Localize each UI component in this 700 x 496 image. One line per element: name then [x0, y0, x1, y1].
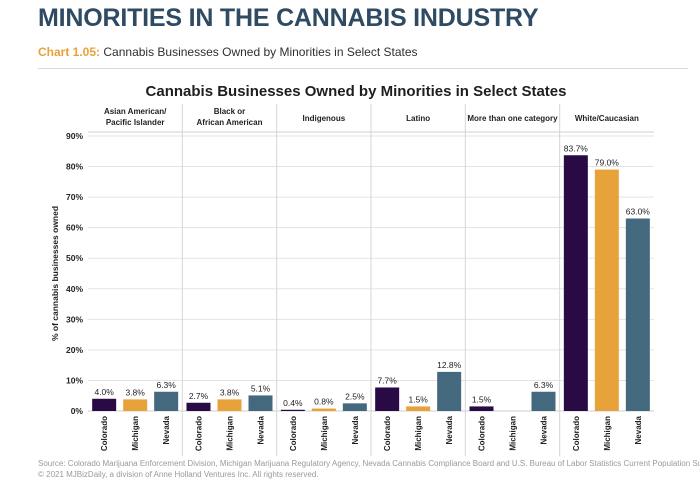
y-tick-label: 60% [66, 223, 83, 233]
bar-nevada [342, 403, 367, 411]
data-label: 4.0% [94, 387, 114, 397]
bar-chart: Cannabis Businesses Owned by Minorities … [50, 83, 654, 456]
page-title: MINORITIES IN THE CANNABIS INDUSTRY [38, 4, 539, 32]
data-label: 2.5% [345, 391, 365, 401]
group-label: More than one category [467, 114, 558, 123]
group-label-line: Latino [406, 114, 430, 123]
data-label: 83.7% [564, 143, 589, 153]
group-label-line: More than one category [467, 114, 558, 123]
group-label: Latino [406, 114, 430, 123]
data-label: 12.8% [437, 360, 462, 370]
y-tick-label: 20% [66, 345, 83, 355]
x-tick-label: Nevada [445, 415, 454, 444]
x-tick-label: Nevada [634, 415, 643, 444]
group-label: Indigenous [302, 114, 345, 123]
x-tick-label: Nevada [351, 415, 360, 444]
x-tick-label: Michigan [414, 416, 423, 451]
data-label: 79.0% [595, 158, 620, 168]
y-tick-label: 50% [66, 253, 83, 263]
group-label-line: Black or [214, 107, 246, 116]
data-label: 7.7% [377, 375, 397, 385]
data-label: 5.1% [251, 383, 271, 393]
bar-nevada [248, 395, 273, 411]
bar-michigan [311, 408, 336, 411]
x-tick-label: Colorado [572, 416, 581, 451]
y-tick-label: 10% [66, 375, 83, 385]
bar-colorado [469, 406, 494, 411]
data-label: 63.0% [626, 207, 651, 217]
data-label: 0.8% [314, 397, 334, 407]
copyright-text: © 2021 MJBizDaily, a division of Anne Ho… [38, 470, 319, 479]
x-tick-label: Colorado [195, 416, 204, 451]
bar-colorado [92, 398, 117, 411]
group-label: White/Caucasian [575, 114, 639, 123]
bar-colorado [375, 387, 400, 411]
group-label-line: Indigenous [302, 114, 345, 123]
bar-nevada [154, 391, 179, 411]
data-label: 0.4% [283, 398, 303, 408]
y-tick-label: 80% [66, 162, 83, 172]
bar-michigan [123, 399, 148, 411]
bar-nevada [625, 218, 650, 411]
x-tick-label: Michigan [509, 416, 518, 451]
y-tick-label: 40% [66, 284, 83, 294]
bar-nevada [437, 371, 462, 411]
chart-caption: Cannabis Businesses Owned by Minorities … [103, 45, 418, 59]
group-label-line: African American [197, 118, 263, 127]
x-tick-label: Colorado [383, 416, 392, 451]
source-text: Source: Colorado Marijuana Enforcement D… [38, 459, 700, 468]
x-tick-label: Michigan [320, 416, 329, 451]
data-label: 1.5% [408, 394, 428, 404]
group-label: Asian American/Pacific Islander [104, 107, 167, 127]
bar-nevada [531, 391, 556, 411]
data-label: 1.5% [472, 394, 492, 404]
y-axis-title: % of cannabis businesses owned [50, 206, 60, 341]
x-tick-label: Colorado [478, 416, 487, 451]
x-tick-label: Colorado [289, 416, 298, 451]
chart-title: Cannabis Businesses Owned by Minorities … [146, 83, 567, 100]
x-tick-label: Michigan [226, 416, 235, 451]
x-tick-label: Colorado [100, 416, 109, 451]
data-label: 3.8% [220, 387, 240, 397]
x-tick-label: Michigan [131, 416, 140, 451]
data-label: 6.3% [534, 380, 554, 390]
group-label-line: Pacific Islander [106, 118, 165, 127]
data-label: 6.3% [156, 380, 176, 390]
x-tick-label: Michigan [603, 416, 612, 451]
y-tick-label: 70% [66, 192, 83, 202]
bar-michigan [406, 406, 431, 411]
group-label-line: Asian American/ [104, 107, 167, 116]
data-label: 3.8% [125, 387, 145, 397]
bar-colorado [563, 155, 588, 411]
y-tick-label: 30% [66, 314, 83, 324]
group-label-line: White/Caucasian [575, 114, 639, 123]
group-label: Black or African American [197, 107, 263, 127]
x-tick-label: Nevada [540, 415, 549, 444]
chart-subheading: Chart 1.05: Cannabis Businesses Owned by… [38, 45, 418, 59]
y-tick-label: 90% [66, 131, 83, 141]
data-label: 2.7% [189, 391, 209, 401]
divider [38, 68, 688, 69]
source-note: Source: Colorado Marijuana Enforcement D… [38, 458, 700, 480]
bar-michigan [217, 399, 242, 411]
bar-colorado [280, 409, 305, 411]
x-tick-label: Nevada [257, 415, 266, 444]
y-tick-label: 0% [71, 406, 84, 416]
bar-michigan [594, 169, 619, 411]
chart-number: Chart 1.05: [38, 45, 101, 59]
x-tick-label: Nevada [162, 415, 171, 444]
bar-colorado [186, 402, 211, 411]
